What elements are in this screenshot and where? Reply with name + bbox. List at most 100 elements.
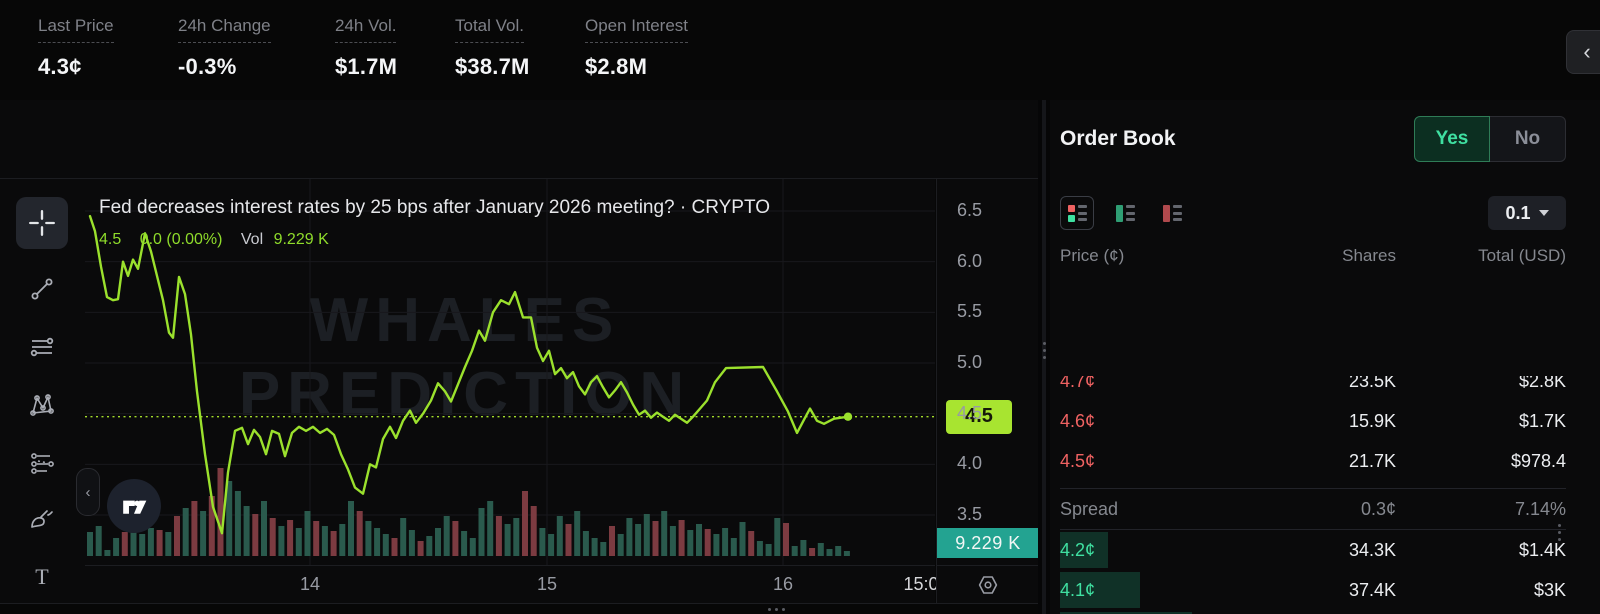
price-chart[interactable] (85, 179, 935, 565)
tool-crosshair[interactable] (16, 197, 68, 249)
toggle-no-button[interactable]: No (1490, 116, 1566, 162)
time-axis[interactable]: 15:0 14 15 16 (85, 565, 939, 604)
book-asks-icon[interactable] (1156, 197, 1188, 229)
x-axis-tick: 16 (772, 574, 794, 594)
tool-brush[interactable] (16, 493, 68, 545)
depth-bar (1060, 612, 1192, 614)
brush-icon (31, 510, 53, 528)
y-axis-tick: 5.5 (957, 301, 983, 322)
crosshair-icon (29, 210, 55, 236)
tool-projection[interactable] (16, 437, 68, 489)
price-cell: 4.2¢ (1060, 539, 1096, 560)
ask-row[interactable]: 4.5¢ 21.7K $978.4 (1060, 441, 1566, 481)
book-both-icon[interactable] (1060, 196, 1094, 230)
ask-row[interactable]: 4.6¢ 15.9K $1.7K (1060, 401, 1566, 441)
stat-value: $38.7M (455, 54, 530, 79)
depth-bar (1060, 532, 1108, 568)
panel-divider[interactable] (1038, 100, 1050, 614)
stat-label: Last Price (38, 16, 114, 43)
bid-row[interactable]: 4.2¢ 34.3K $1.4K (1060, 530, 1566, 570)
y-axis-tick: 3.5 (957, 503, 983, 524)
price-cell: 4.1¢ (1060, 579, 1096, 600)
vertical-drag-handle-icon[interactable] (1042, 342, 1046, 359)
y-axis-tick: 4.0 (957, 453, 983, 474)
bid-row[interactable]: 4.1¢ 37.4K $3K (1060, 570, 1566, 610)
crosshair-time-label: 15:0 (903, 574, 939, 594)
order-book-controls: 0.1 (1060, 194, 1566, 232)
book-view-switcher (1060, 196, 1188, 230)
price-axis[interactable]: 4.5 9.229 K 6.5 6.0 5.5 5.0 4.5 4.0 3.5 (936, 179, 1039, 565)
tool-text[interactable]: T (16, 551, 68, 603)
bid-row[interactable]: 4¢68.5K$5.7K (1060, 610, 1566, 614)
total-cell: $978.4 (1510, 450, 1566, 471)
stat-item: 24h Vol. $1.7M (335, 16, 397, 80)
ask-row[interactable]: 4.7¢ 23.5K $2.8K (1060, 376, 1566, 401)
stat-value: 4.3¢ (38, 54, 82, 79)
outcome-toggle: Yes No (1414, 116, 1566, 162)
stat-label: Open Interest (585, 16, 689, 43)
tool-trend-line[interactable] (16, 263, 68, 315)
market-title: Fed decreases interest rates by 25 bps a… (99, 197, 770, 218)
spread-label: Spread (1060, 498, 1119, 519)
col-shares: Shares (1342, 246, 1396, 265)
tradingview-logo[interactable] (107, 479, 161, 533)
total-cell: $1.7K (1518, 410, 1566, 431)
stat-value: -0.3% (178, 54, 237, 79)
price-cell: 4.7¢ (1060, 376, 1096, 391)
y-axis-tick: 6.0 (957, 250, 983, 271)
bids-list: 4.2¢ 34.3K $1.4K 4.1¢ 37.4K $3K 4¢68.5K$5.7K (1060, 530, 1566, 614)
chart-legend: 4.5 0.0 (0.00%) Vol 9.229 K (99, 231, 329, 249)
stat-value: $1.7M (335, 54, 398, 79)
legend-price: 4.5 (99, 231, 122, 248)
stats-bar: Last Price 4.3¢ 24h Change -0.3% 24h Vol. $1.… (0, 0, 1600, 101)
price-step-dropdown[interactable]: 0.1 (1488, 196, 1566, 230)
collapse-panel-button[interactable]: ‹ (1566, 30, 1600, 74)
trend-line-icon (31, 278, 53, 300)
shares-cell: 23.5K (1348, 376, 1396, 391)
order-book-column-headers: Price (¢) Shares Total (USD) (1060, 246, 1566, 268)
tradingview-logo-icon (123, 500, 147, 514)
stat-label: Total Vol. (455, 16, 524, 43)
tool-horizontal-lines[interactable] (16, 321, 68, 373)
spread-percent: 7.14% (1514, 498, 1566, 519)
stat-item: Open Interest $2.8M (585, 16, 689, 80)
chart-toolbar: 1m5m15m1h 13:04:38UTC+7 (0, 100, 1038, 263)
shares-cell: 15.9K (1348, 410, 1396, 431)
svg-text:T: T (35, 564, 49, 589)
stat-value: $2.8M (585, 54, 648, 79)
book-bids-icon[interactable] (1109, 197, 1141, 229)
price-cell: 4.5¢ (1060, 450, 1096, 471)
total-cell: $1.4K (1518, 539, 1566, 560)
hexagon-settings-icon (978, 576, 998, 594)
x-axis-tick: 14 (299, 574, 321, 594)
shares-cell: 21.7K (1348, 450, 1396, 471)
collapse-toolbar-button[interactable]: ‹ (76, 468, 100, 516)
stat-item: Last Price 4.3¢ (38, 16, 114, 80)
shares-cell: 34.3K (1348, 539, 1396, 560)
total-cell: $3K (1533, 579, 1566, 600)
chevron-left-icon: ‹ (85, 483, 91, 501)
order-book-title: Order Book (1060, 127, 1176, 150)
col-price: Price (¢) (1060, 246, 1125, 265)
order-book-panel: Order Book Yes No 0.1 (1050, 100, 1600, 614)
scrollbar-handle-icon[interactable] (1558, 524, 1561, 541)
horizontal-drag-handle-icon[interactable] (768, 608, 785, 611)
axis-settings-corner[interactable] (936, 565, 1039, 604)
legend-vol-label: Vol (240, 231, 264, 248)
last-price-badge: 4.5 (946, 399, 1012, 434)
projection-icon (31, 453, 54, 474)
horizontal-lines-icon (30, 337, 54, 357)
tool-xabcd-pattern[interactable] (16, 379, 68, 431)
drawing-toolbar: T (0, 179, 86, 603)
y-axis-tick: 6.5 (957, 200, 983, 220)
chevron-down-icon (1538, 210, 1549, 216)
stat-label: 24h Change (178, 16, 271, 43)
y-axis-tick: 4.5 (957, 402, 983, 423)
bottom-resize-strip[interactable] (0, 603, 1038, 614)
price-step-value: 0.1 (1505, 202, 1531, 223)
total-cell: $2.8K (1518, 376, 1566, 391)
toggle-yes-button[interactable]: Yes (1414, 116, 1490, 162)
legend-vol-value: 9.229 K (273, 231, 329, 248)
chart-area: WHALES PREDICTION Fed decreases interest… (85, 179, 935, 565)
